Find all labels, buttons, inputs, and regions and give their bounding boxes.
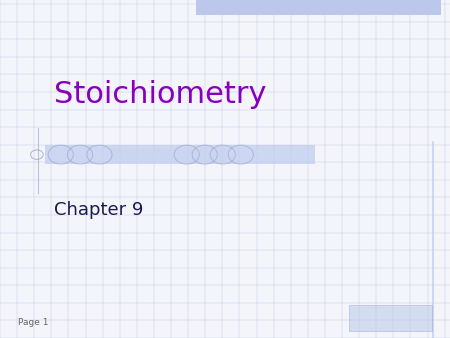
FancyBboxPatch shape [110, 149, 225, 161]
FancyBboxPatch shape [196, 0, 441, 15]
FancyBboxPatch shape [349, 305, 432, 331]
Text: Stoichiometry: Stoichiometry [54, 80, 266, 109]
Text: Chapter 9: Chapter 9 [54, 200, 144, 219]
Text: Page 1: Page 1 [18, 318, 49, 327]
FancyBboxPatch shape [45, 145, 315, 164]
